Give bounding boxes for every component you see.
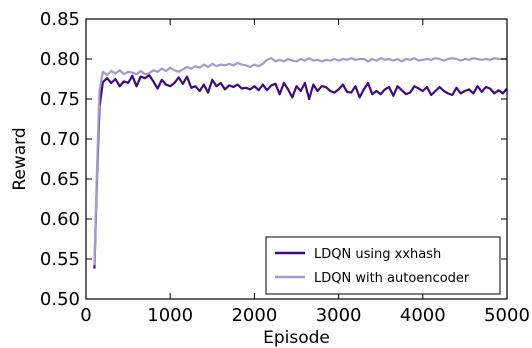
plot-frame xyxy=(85,18,508,300)
y-tick-label: 0.65 xyxy=(40,169,80,190)
x-axis-title: Episode xyxy=(263,328,330,348)
x-tick-label: 1000 xyxy=(147,305,193,326)
x-tick-label: 0 xyxy=(80,305,91,326)
x-tick-label: 2000 xyxy=(231,305,277,326)
x-tick-label: 3000 xyxy=(316,305,362,326)
y-tick-label: 0.75 xyxy=(40,89,80,110)
y-tick-label: 0.50 xyxy=(40,289,80,310)
x-tick-label: 4000 xyxy=(400,305,446,326)
series-line-xxhash xyxy=(93,73,508,269)
legend-box xyxy=(265,236,501,295)
y-tick-label: 0.55 xyxy=(40,249,80,270)
legend-label: LDQN using xxhash xyxy=(314,247,441,262)
plot-layer xyxy=(93,57,508,269)
legend-label: LDQN with autoencoder xyxy=(314,271,470,286)
y-tick-label: 0.80 xyxy=(40,49,80,70)
y-axis-title: Reward xyxy=(10,127,30,190)
series-line-autoencoder xyxy=(93,57,507,266)
legend: LDQN using xxhash LDQN with autoencoder xyxy=(265,236,501,295)
axes-layer: 0 1000 2000 3000 4000 5000 0.50 0.55 0.60 0.65 0.7… xyxy=(10,9,530,348)
y-tick-label: 0.85 xyxy=(40,9,80,30)
y-tick-label: 0.70 xyxy=(40,129,80,150)
y-tick-label: 0.60 xyxy=(40,209,80,230)
x-tick-label: 5000 xyxy=(484,305,530,326)
